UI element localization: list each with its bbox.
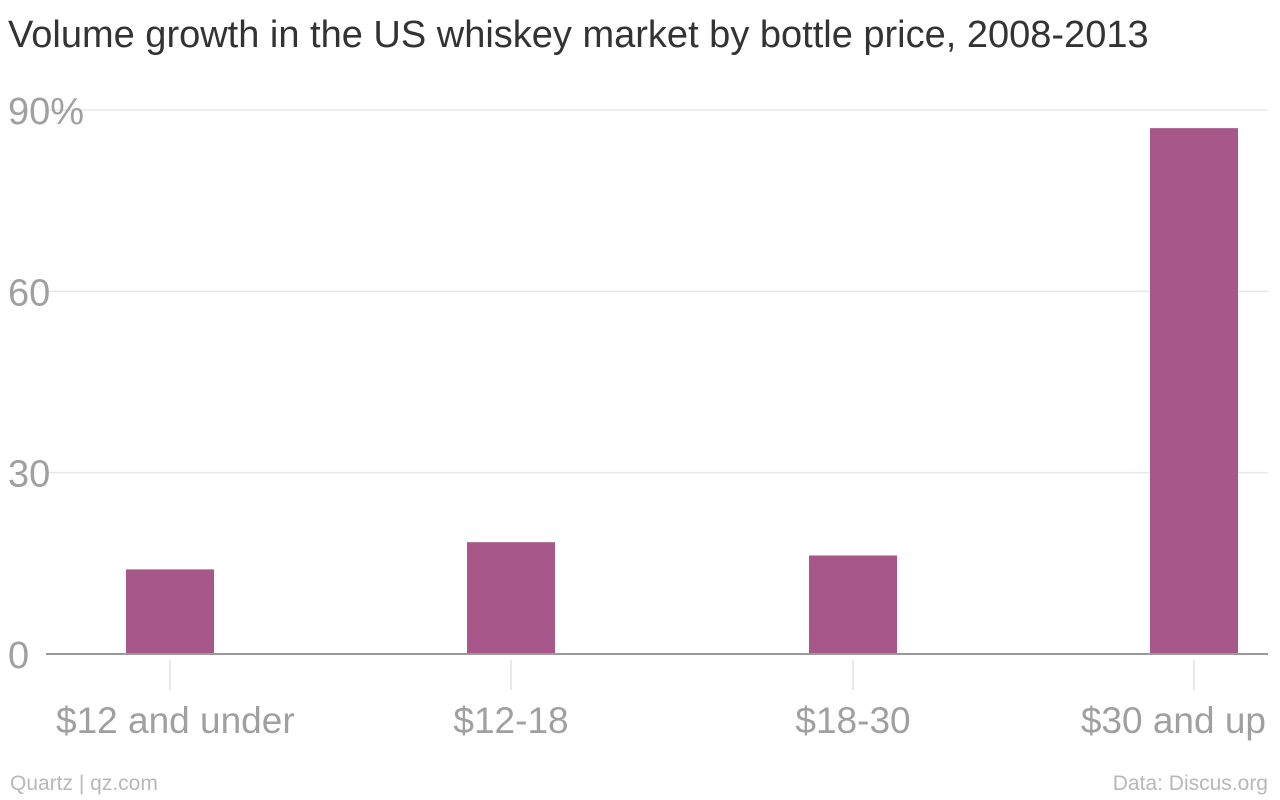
- bar: [809, 555, 897, 654]
- bar: [126, 569, 214, 654]
- x-tick-label: $18-30: [795, 700, 910, 741]
- y-tick-label: 60: [8, 272, 50, 314]
- y-tick-label: 30: [8, 454, 50, 496]
- grid-lines: [46, 109, 1268, 474]
- y-tick-label: 0: [8, 635, 29, 677]
- bar: [1150, 128, 1238, 655]
- x-axis-ticks: $12 and under $12-18 $18-30 $30 and up: [56, 660, 1266, 741]
- bar: [467, 542, 555, 654]
- chart-title: Volume growth in the US whiskey market b…: [8, 14, 1149, 56]
- data-source: Data: Discus.org: [1112, 772, 1268, 795]
- y-axis-ticks: 0 30 60 90%: [8, 91, 84, 677]
- x-tick-label: $12-18: [453, 700, 568, 741]
- source-credit: Quartz | qz.com: [10, 772, 158, 795]
- bars: [126, 128, 1238, 655]
- x-tick-label: $12 and under: [56, 700, 295, 741]
- y-tick-label: 90%: [8, 91, 84, 133]
- x-tick-label: $30 and up: [1081, 700, 1266, 741]
